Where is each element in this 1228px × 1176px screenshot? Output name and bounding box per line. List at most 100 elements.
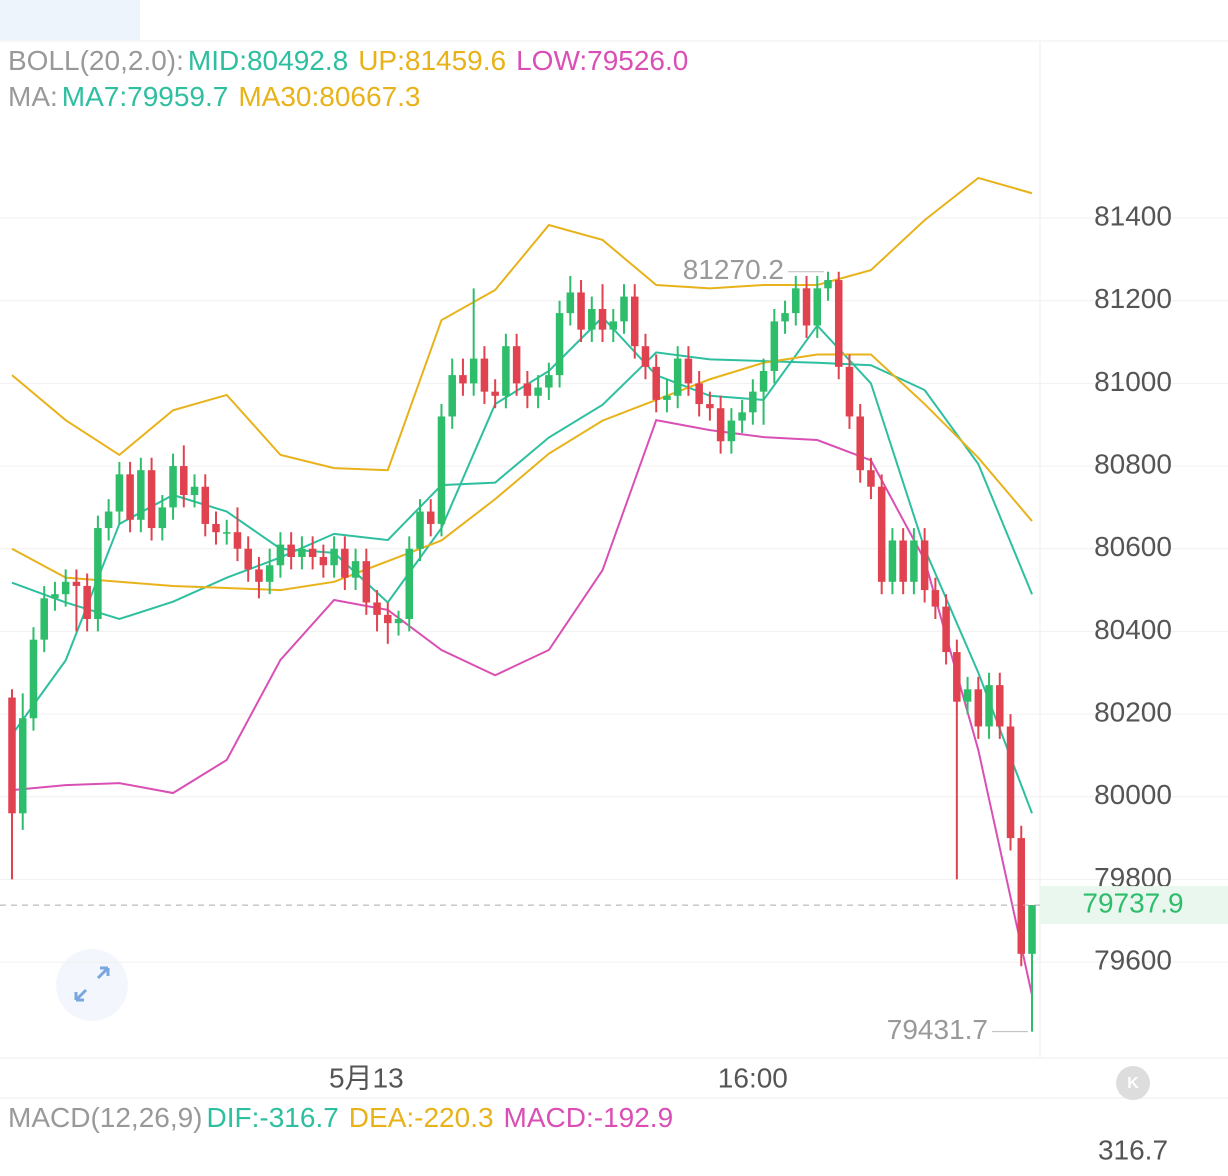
candle-body (1017, 838, 1026, 954)
candle-body (29, 639, 38, 719)
candle-body (910, 540, 918, 582)
annotation-label: 81270.2 (683, 254, 784, 285)
y-tick-label: 80400 (1094, 614, 1172, 645)
candle-body (974, 689, 983, 727)
expand-button[interactable] (56, 949, 128, 1021)
candle-body (834, 280, 843, 367)
candle-body (620, 296, 628, 322)
candle-body (512, 346, 521, 384)
candle-body (126, 474, 134, 520)
candle-body (459, 375, 467, 384)
candle-body (545, 375, 553, 388)
candle-body (1028, 905, 1036, 954)
k-icon: K (1127, 1075, 1139, 1092)
candle-body (72, 581, 81, 586)
indicator-value: UP:81459.6 (358, 45, 506, 76)
indicator-value: DIF:-316.7 (207, 1102, 339, 1133)
candle-body (373, 602, 381, 615)
candle-body (469, 358, 478, 384)
tab-bar (0, 0, 1228, 42)
candle-body (566, 292, 575, 314)
candle-body (40, 598, 48, 640)
x-tick-label: 16:00 (718, 1062, 788, 1093)
indicator-name: MA: (8, 81, 58, 112)
y-tick-label: 79600 (1094, 944, 1172, 975)
candle-body (147, 470, 156, 529)
candle-body (802, 288, 811, 326)
candle-body (792, 288, 800, 314)
candle-body (18, 718, 27, 814)
candle-body (502, 346, 510, 396)
last-price-box (1040, 886, 1228, 925)
candle-body (749, 391, 757, 413)
candle-body (856, 416, 864, 471)
indicator-name: BOLL(20,2.0): (8, 45, 184, 76)
candle-body (716, 408, 725, 442)
candle-body (663, 395, 671, 400)
last-price-label: 79737.9 (1082, 887, 1183, 918)
y-tick-label: 81000 (1094, 366, 1172, 397)
candle-body (877, 486, 886, 582)
candle-body (480, 358, 489, 392)
candle-body (577, 292, 585, 330)
candle-body (362, 561, 371, 603)
indicator-name: MACD(12,26,9) (8, 1102, 203, 1133)
candle-body (931, 590, 940, 607)
indicator-row: MACD(12,26,9) DIF:-316.7 DEA:-220.3 MACD:-1… (8, 1102, 673, 1133)
candle-body (888, 540, 897, 582)
candle-body (341, 548, 349, 578)
candle-body (555, 313, 564, 376)
indicator-value: MA7:79959.7 (62, 81, 229, 112)
candle-body (405, 548, 414, 620)
y-tick-label: 80800 (1094, 448, 1172, 479)
candle-body (265, 565, 274, 582)
candle-body (824, 280, 832, 289)
x-tick-label: 5月13 (329, 1062, 404, 1093)
candle-body (351, 561, 360, 578)
candle-body (727, 420, 736, 442)
candle-body (180, 466, 188, 495)
candle-body (319, 557, 328, 566)
y-tick-label: 80200 (1094, 696, 1172, 727)
candle-body (523, 383, 532, 396)
indicator-value: MID:80492.8 (188, 45, 348, 76)
candle-body (1006, 726, 1015, 839)
candle-body (953, 652, 961, 702)
candle-body (94, 528, 102, 620)
candle-body (137, 470, 145, 520)
candle-body (770, 321, 779, 371)
candle-body (158, 507, 167, 529)
indicator-line (11, 353, 1033, 592)
candle-body (244, 548, 252, 570)
active-tab[interactable] (0, 0, 140, 40)
candle-body (448, 375, 456, 417)
candle-body (534, 387, 542, 396)
candle-body (985, 685, 993, 727)
indicator-value: MA30:80667.3 (238, 81, 420, 112)
candle-body (416, 511, 424, 549)
macd-tick-label: 316.7 (1098, 1134, 1168, 1165)
candle-body (673, 358, 682, 396)
candle-body (8, 697, 16, 814)
indicator-row: BOLL(20,2.0): MID:80492.8 UP:81459.6 LOW:79… (8, 45, 688, 76)
candle-body (598, 308, 607, 330)
annotation-label: 79431.7 (887, 1014, 988, 1045)
k-button[interactable] (1116, 1066, 1150, 1100)
candle-body (781, 313, 789, 322)
expand-icon (74, 966, 110, 1002)
indicator-value: LOW:79526.0 (516, 45, 688, 76)
candle-body (652, 366, 660, 400)
y-tick-label: 80600 (1094, 531, 1172, 562)
candle-body (298, 548, 306, 558)
indicator-value: DEA:-220.3 (349, 1102, 494, 1133)
candle-body (867, 470, 875, 487)
candle-body (759, 370, 768, 392)
candle-body (115, 474, 124, 512)
candle-body (426, 511, 435, 524)
candle-body (394, 619, 403, 624)
candle-body (83, 585, 91, 620)
candle-body (491, 391, 499, 396)
candle-body (169, 466, 177, 508)
candle-body (996, 685, 1004, 727)
